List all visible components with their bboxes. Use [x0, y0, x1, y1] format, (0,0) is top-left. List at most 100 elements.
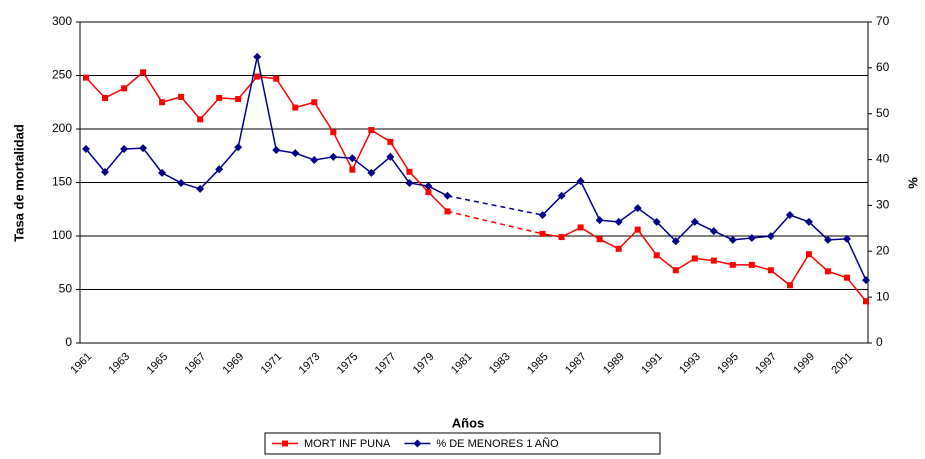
marker [177, 178, 186, 187]
legend-label: MORT INF PUNA [304, 438, 391, 450]
series-line [85, 71, 867, 302]
marker [291, 149, 300, 158]
x-tick-label: 1973 [297, 351, 323, 377]
x-tick-label: 1997 [753, 351, 779, 377]
y2-tick-label: 0 [876, 335, 883, 349]
x-tick-label: 2001 [829, 351, 855, 377]
series-line [85, 56, 867, 281]
marker [576, 177, 585, 186]
legend-label: % DE MENORES 1 AÑO [436, 437, 559, 450]
marker [728, 235, 737, 244]
x-tick-label: 1961 [68, 351, 94, 377]
marker [387, 138, 394, 145]
legend-marker [413, 439, 422, 448]
marker [766, 232, 775, 241]
marker [406, 168, 413, 175]
y2-tick-label: 70 [876, 14, 890, 28]
marker [653, 252, 660, 259]
legend-box [264, 432, 661, 455]
marker [785, 211, 794, 220]
x-tick-label: 1969 [221, 351, 247, 377]
plot-border [79, 21, 869, 344]
marker [444, 208, 451, 215]
marker [577, 224, 584, 231]
marker [671, 237, 680, 246]
x-tick-label: 1965 [144, 351, 170, 377]
marker [120, 145, 129, 154]
x-tick-label: 1963 [106, 351, 132, 377]
x-tick-label: 1999 [791, 351, 817, 377]
marker [139, 144, 148, 153]
x-tick-label: 1983 [487, 351, 513, 377]
marker [121, 85, 128, 92]
y-tick-label: 0 [65, 335, 72, 349]
x-tick-label: 1987 [563, 351, 589, 377]
x-tick-label: 1977 [373, 351, 399, 377]
x-axis-title: Años [452, 415, 485, 430]
x-tick-label: 1967 [183, 351, 209, 377]
marker [615, 245, 622, 252]
marker [690, 217, 699, 226]
y-tick-label: 50 [59, 282, 73, 296]
x-tick-label: 1979 [411, 351, 437, 377]
x-tick-label: 1985 [525, 351, 551, 377]
x-tick-label: 1981 [449, 351, 475, 377]
marker [82, 145, 90, 154]
marker [634, 226, 641, 233]
marker [824, 268, 831, 275]
marker [804, 217, 813, 226]
marker [805, 251, 812, 258]
marker [425, 189, 432, 196]
y2-axis-title: % [905, 177, 920, 189]
marker [101, 167, 110, 176]
marker [710, 257, 717, 264]
y2-tick-label: 40 [876, 152, 890, 166]
marker [178, 93, 185, 100]
marker [158, 168, 167, 177]
marker [596, 236, 603, 243]
marker [786, 282, 793, 289]
gap-connector [447, 195, 543, 216]
legend-marker [282, 440, 288, 447]
marker [747, 233, 756, 242]
marker [273, 75, 280, 82]
marker [197, 116, 204, 123]
marker [254, 73, 261, 80]
marker [691, 255, 698, 262]
marker [443, 191, 452, 200]
marker [272, 145, 281, 154]
marker [349, 166, 356, 173]
marker [843, 274, 850, 281]
gap-connector [447, 210, 543, 235]
x-tick-label: 1971 [259, 351, 285, 377]
marker [863, 298, 869, 305]
x-tick-label: 1993 [677, 351, 703, 377]
marker [405, 178, 414, 187]
marker [330, 129, 337, 136]
marker [215, 165, 224, 174]
marker [557, 191, 566, 200]
marker [329, 152, 338, 161]
marker [538, 211, 547, 220]
marker [729, 261, 736, 268]
marker [140, 69, 147, 76]
marker [253, 52, 262, 61]
x-tick-label: 1975 [335, 351, 361, 377]
marker [633, 204, 642, 213]
marker [386, 152, 395, 161]
marker [159, 99, 166, 106]
marker [862, 276, 870, 285]
marker [614, 217, 623, 226]
y-tick-label: 150 [52, 175, 72, 189]
marker [595, 216, 604, 225]
marker [83, 74, 89, 81]
marker [348, 154, 357, 163]
marker [767, 267, 774, 274]
marker [216, 94, 223, 101]
y-axis-title: Tasa de mortalidad [11, 124, 26, 242]
marker [367, 168, 376, 177]
y-tick-label: 250 [52, 68, 72, 82]
marker [823, 235, 832, 244]
y2-tick-label: 10 [876, 289, 890, 303]
